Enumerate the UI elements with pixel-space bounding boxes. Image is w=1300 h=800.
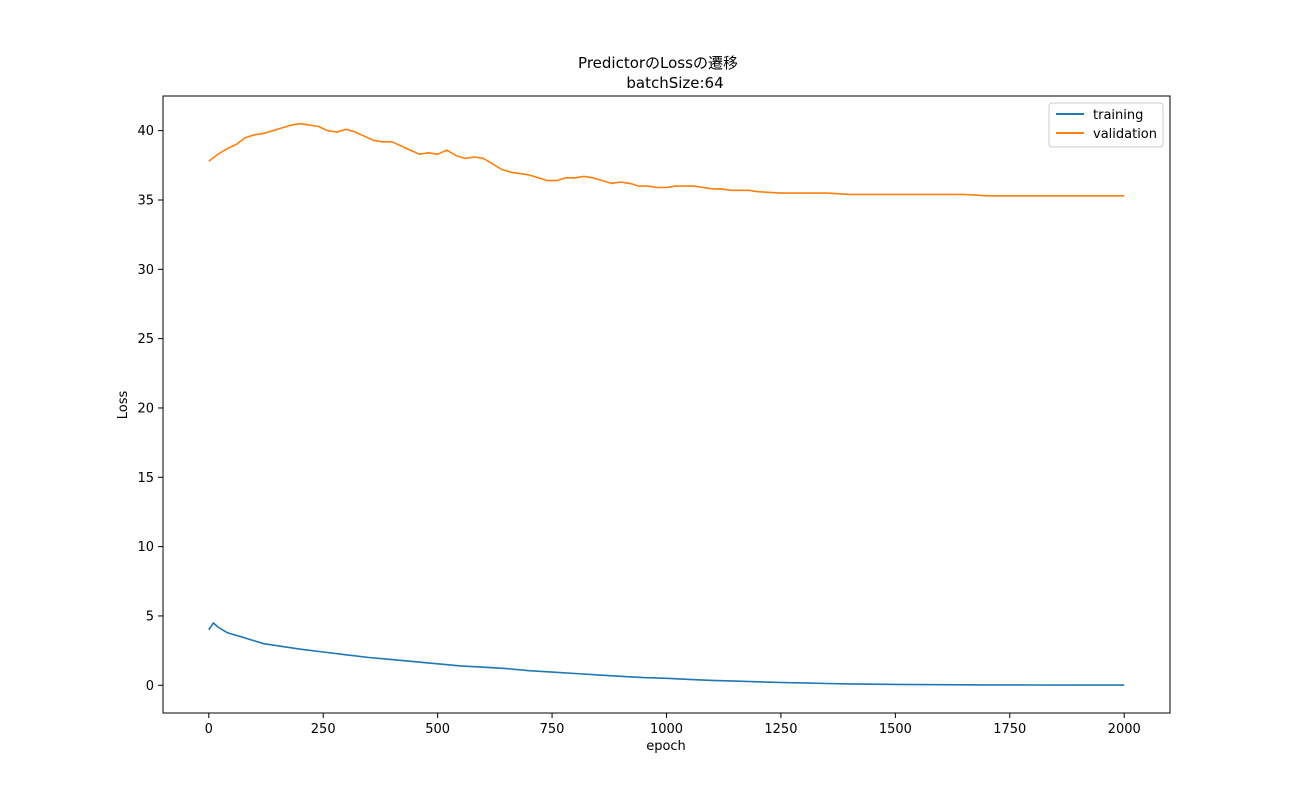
x-tick-label: 1500 (879, 722, 912, 737)
chart-subtitle: batchSize:64 (626, 74, 723, 92)
x-tick-label: 1750 (993, 722, 1026, 737)
y-tick-label: 40 (137, 124, 154, 139)
y-tick-label: 10 (137, 540, 154, 555)
y-tick-label: 35 (137, 193, 154, 208)
x-axis-label: epoch (646, 739, 686, 754)
x-tick-label: 2000 (1108, 722, 1141, 737)
y-tick-label: 15 (137, 471, 154, 486)
series-line-training (208, 622, 1125, 686)
series-layer (208, 122, 1125, 686)
series-line-validation (208, 122, 1125, 197)
x-tick-label: 0 (205, 722, 213, 737)
x-tick-label: 750 (540, 722, 565, 737)
y-tick-label: 30 (137, 263, 154, 278)
y-tick-label: 5 (146, 609, 154, 624)
y-tick-label: 25 (137, 332, 154, 347)
legend: training validation (1048, 102, 1164, 148)
x-axis: 0 250 500 750 1000 1250 1500 1750 2000 (205, 713, 1141, 737)
legend-label-validation: validation (1093, 127, 1157, 142)
y-axis: 0 5 10 15 20 25 30 35 40 (137, 124, 163, 694)
y-tick-label: 0 (146, 679, 154, 694)
y-tick-label: 20 (137, 401, 154, 416)
legend-label-training: training (1093, 108, 1143, 123)
x-tick-label: 1250 (764, 722, 797, 737)
x-tick-label: 250 (311, 722, 336, 737)
x-tick-label: 1000 (650, 722, 683, 737)
chart-title: PredictorのLossの遷移 (578, 54, 738, 72)
y-axis-label: Loss (116, 391, 131, 420)
x-tick-label: 500 (425, 722, 450, 737)
